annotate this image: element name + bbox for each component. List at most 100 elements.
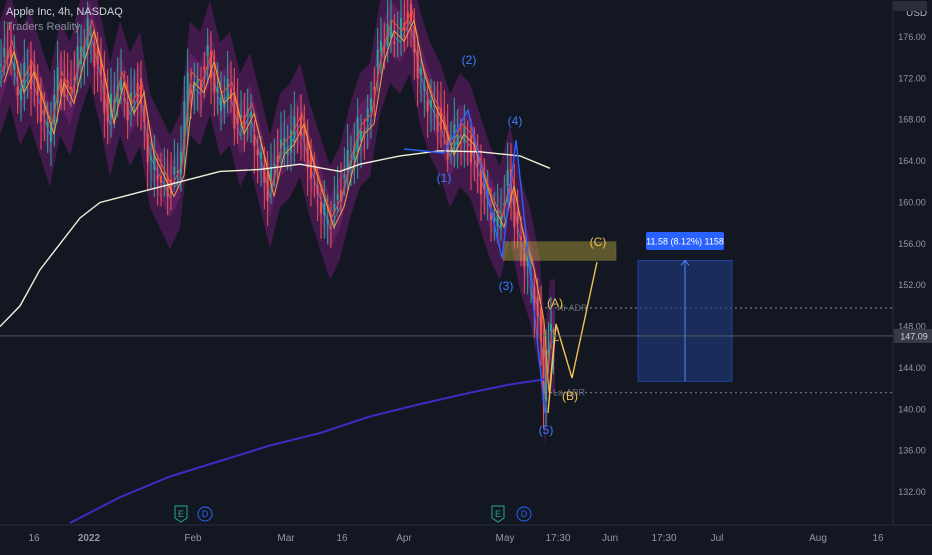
candle-body	[296, 129, 299, 131]
candle-body	[373, 86, 376, 91]
y-tick-label[interactable]: 172.00	[898, 73, 926, 83]
candle-body	[266, 172, 269, 202]
x-tick-label[interactable]: 2022	[78, 533, 101, 544]
x-tick-label[interactable]: May	[496, 533, 515, 544]
candle-body	[203, 66, 206, 71]
y-tick-label[interactable]: 160.00	[898, 197, 926, 207]
abc-label-b[interactable]: (B)	[562, 389, 578, 403]
candle-body	[170, 179, 172, 195]
candle-body	[186, 72, 189, 122]
candle-body	[283, 137, 286, 153]
candle-body	[450, 148, 452, 150]
x-tick-label[interactable]: Jun	[602, 533, 618, 544]
earnings-marker-label[interactable]: E	[495, 509, 501, 519]
wave-label-2[interactable]: (2)	[462, 53, 477, 67]
candle-body	[276, 155, 279, 163]
candle-body	[503, 202, 506, 206]
currency-label[interactable]: USD	[906, 8, 928, 19]
indicator-name[interactable]: Traders Reality	[6, 21, 81, 33]
candle-body	[263, 166, 266, 183]
candle-body	[223, 102, 226, 108]
x-tick-label[interactable]: 16	[336, 533, 348, 544]
candle-body	[456, 134, 459, 148]
candle-body	[50, 124, 52, 142]
candle-body	[206, 45, 209, 57]
y-tick-label[interactable]: 136.00	[898, 446, 926, 456]
candle-body	[236, 104, 239, 125]
candle-body	[320, 202, 322, 214]
candle-body	[360, 131, 362, 142]
y-tick-label[interactable]: 148.00	[898, 322, 926, 332]
candle-body	[350, 159, 352, 164]
x-tick-label[interactable]: 16	[872, 533, 884, 544]
candle-body	[303, 123, 306, 136]
x-tick-label[interactable]: 17:30	[651, 533, 676, 544]
candle-body	[490, 212, 492, 220]
candle-body	[370, 98, 372, 112]
dividend-marker-label[interactable]: D	[521, 509, 528, 519]
x-tick-label[interactable]: 17:30	[545, 533, 570, 544]
earnings-marker-label[interactable]: E	[178, 509, 184, 519]
candle-body	[383, 48, 386, 50]
candle-body	[380, 41, 382, 52]
projection-label[interactable]: 11.58 (8.12%) 1158	[646, 237, 724, 247]
candle-body	[323, 202, 326, 215]
last-price-value[interactable]: 147.09	[900, 331, 928, 341]
candle-body	[273, 163, 276, 167]
y-tick-label[interactable]: 152.00	[898, 280, 926, 290]
y-tick-label[interactable]: 176.00	[898, 32, 926, 42]
dividend-marker	[197, 506, 213, 522]
wave-label-3[interactable]: (3)	[499, 279, 514, 293]
y-tick-label[interactable]: 156.00	[898, 239, 926, 249]
ema-band	[0, 0, 555, 446]
x-tick-label[interactable]: Mar	[277, 533, 295, 544]
candle-body	[110, 93, 112, 118]
candle-body	[123, 98, 126, 102]
y-tick-label[interactable]: 164.00	[898, 156, 926, 166]
settings-icon[interactable]	[889, 0, 929, 12]
x-tick-label[interactable]: Apr	[396, 533, 412, 544]
candle-body	[533, 287, 536, 311]
wave-label-1[interactable]: (1)	[437, 171, 452, 185]
dividend-marker-label[interactable]: D	[202, 509, 209, 519]
y-tick-label[interactable]: 144.00	[898, 363, 926, 373]
time-axis	[0, 525, 932, 550]
wave-label-4[interactable]: (4)	[508, 114, 523, 128]
projection-badge	[646, 232, 724, 250]
candle-body	[23, 62, 26, 89]
elliott-wave-line	[403, 108, 546, 414]
x-tick-label[interactable]: Jul	[711, 533, 724, 544]
y-tick-label[interactable]: 132.00	[898, 487, 926, 497]
hi-adr-label[interactable]: Hi-ADR	[557, 303, 588, 313]
candle-body	[73, 77, 76, 81]
candle-body	[70, 87, 72, 90]
candle-body	[353, 145, 356, 160]
candle-body	[36, 77, 39, 96]
candle-body	[210, 51, 212, 79]
candle-body	[20, 88, 22, 100]
x-tick-label[interactable]: Aug	[809, 533, 827, 544]
candle-body	[393, 41, 396, 45]
candle-body	[120, 76, 122, 91]
wave-label-5[interactable]: (5)	[539, 423, 554, 437]
candle-body	[133, 92, 136, 94]
y-tick-label[interactable]: 140.00	[898, 404, 926, 414]
candle-body	[213, 72, 216, 93]
abc-label-c[interactable]: (C)	[590, 235, 607, 249]
candle-body	[173, 167, 176, 175]
x-tick-label[interactable]: Feb	[184, 533, 202, 544]
y-tick-label[interactable]: 168.00	[898, 115, 926, 125]
x-tick-label[interactable]: 16	[28, 533, 40, 544]
candle-body	[56, 67, 59, 104]
candle-body	[43, 109, 46, 114]
candle-body	[426, 100, 429, 112]
candle-body	[153, 153, 156, 171]
symbol-title[interactable]: Apple Inc, 4h, NASDAQ	[6, 6, 123, 18]
candle-body	[310, 151, 312, 179]
sma-long-line	[69, 378, 546, 524]
candle-body	[290, 130, 292, 153]
lo-adr-label[interactable]: Lo-ADR	[553, 388, 586, 398]
abc-label-a[interactable]: (A)	[547, 296, 563, 310]
